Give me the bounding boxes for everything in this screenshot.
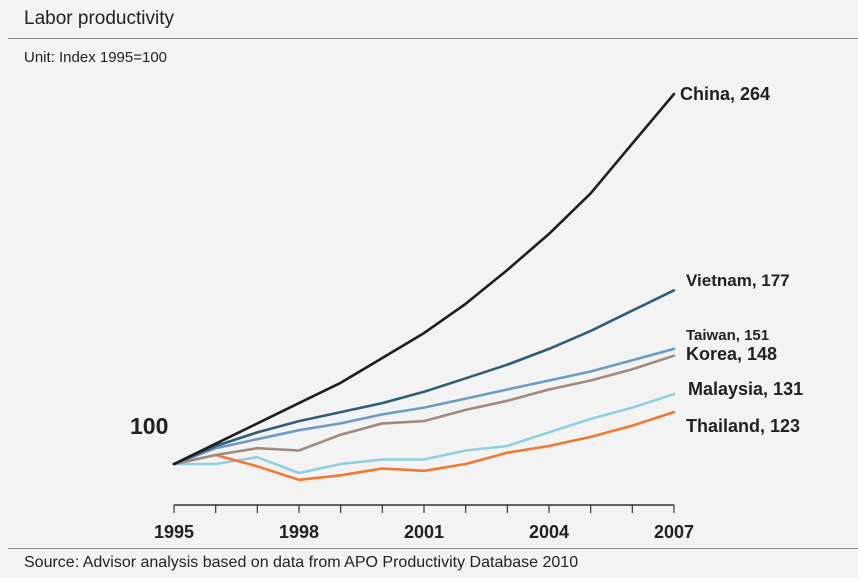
x-tick-label: 2004 <box>529 522 569 542</box>
source-note: Source: Advisor analysis based on data f… <box>24 554 579 571</box>
baseline-value-label: 100 <box>130 413 168 439</box>
series-end-label-korea: Korea, 148 <box>686 344 777 364</box>
x-tick-label: 1995 <box>154 522 194 542</box>
series-line-malaysia <box>172 392 676 475</box>
series-lines-group <box>172 92 676 482</box>
series-end-label-thailand: Thailand, 123 <box>686 416 800 436</box>
axis-group: 1995 1998 2001 2004 2007 100 <box>130 413 694 542</box>
chart-unit-label: Unit: Index 1995=100 <box>24 49 168 66</box>
title-divider <box>8 38 858 39</box>
series-line-vietnam <box>172 288 676 466</box>
series-line-thailand <box>172 410 676 482</box>
chart-title: Labor productivity <box>24 8 174 29</box>
series-labels-group: China, 264 Vietnam, 177 Taiwan, 151Korea, … <box>680 84 803 436</box>
x-tick-label: 1998 <box>279 522 319 542</box>
series-end-label-vietnam: Vietnam, 177 <box>686 271 790 290</box>
series-line-china <box>172 92 676 466</box>
x-tick-label: 2007 <box>654 522 694 542</box>
series-line-korea <box>172 354 676 466</box>
series-end-label-china: China, 264 <box>680 84 770 104</box>
series-end-label-taiwan: Taiwan, 151 <box>686 327 769 344</box>
footer-divider <box>8 548 858 549</box>
x-tick-label: 2001 <box>404 522 444 542</box>
series-line-taiwan <box>172 347 676 466</box>
series-end-label-malaysia: Malaysia, 131 <box>688 379 803 399</box>
line-chart: 1995 1998 2001 2004 2007 100 China, 264 Vietna… <box>130 84 803 542</box>
